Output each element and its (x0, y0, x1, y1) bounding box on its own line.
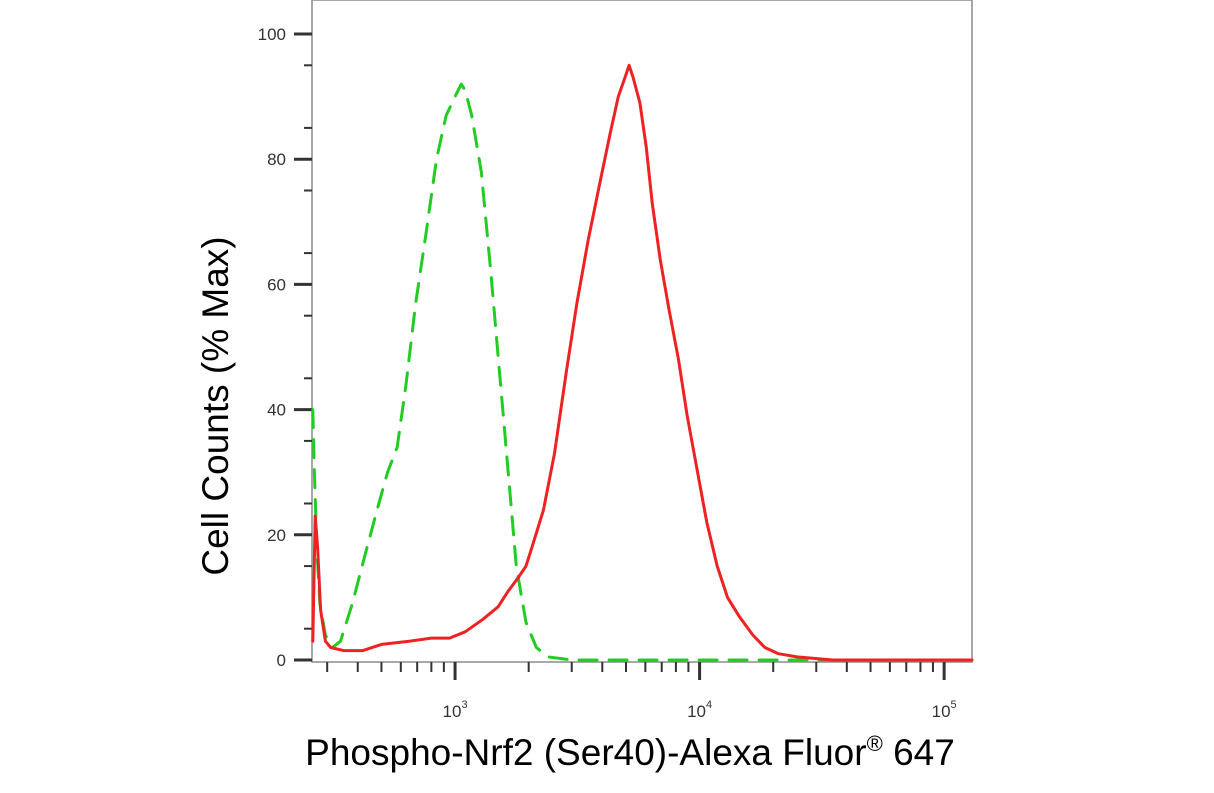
x-axis-title-suffix: 647 (883, 732, 955, 773)
x-tick-label: 105 (932, 699, 957, 721)
x-tick-label: 104 (687, 699, 712, 721)
series-layer (311, 63, 974, 662)
y-axis-title: Cell Counts (% Max) (195, 236, 236, 575)
y-tick-label: 40 (267, 401, 286, 420)
y-tick-label: 0 (277, 651, 286, 670)
isotype-control-curve (311, 82, 974, 662)
y-axis: 0 20 40 60 80 100 (258, 25, 312, 670)
y-tick-label: 100 (258, 25, 286, 44)
y-tick-label: 60 (267, 275, 286, 294)
x-axis: 103 104 105 (326, 662, 957, 721)
sample-curve (311, 63, 974, 662)
x-axis-title: Phospho-Nrf2 (Ser40)-Alexa Fluor® 647 (305, 731, 955, 773)
x-axis-title-superscript: ® (867, 731, 883, 756)
y-tick-label: 80 (267, 150, 286, 169)
y-tick-label: 20 (267, 526, 286, 545)
x-tick-label: 103 (443, 699, 468, 721)
x-axis-title-main: Phospho-Nrf2 (Ser40)-Alexa Fluor (305, 732, 866, 773)
